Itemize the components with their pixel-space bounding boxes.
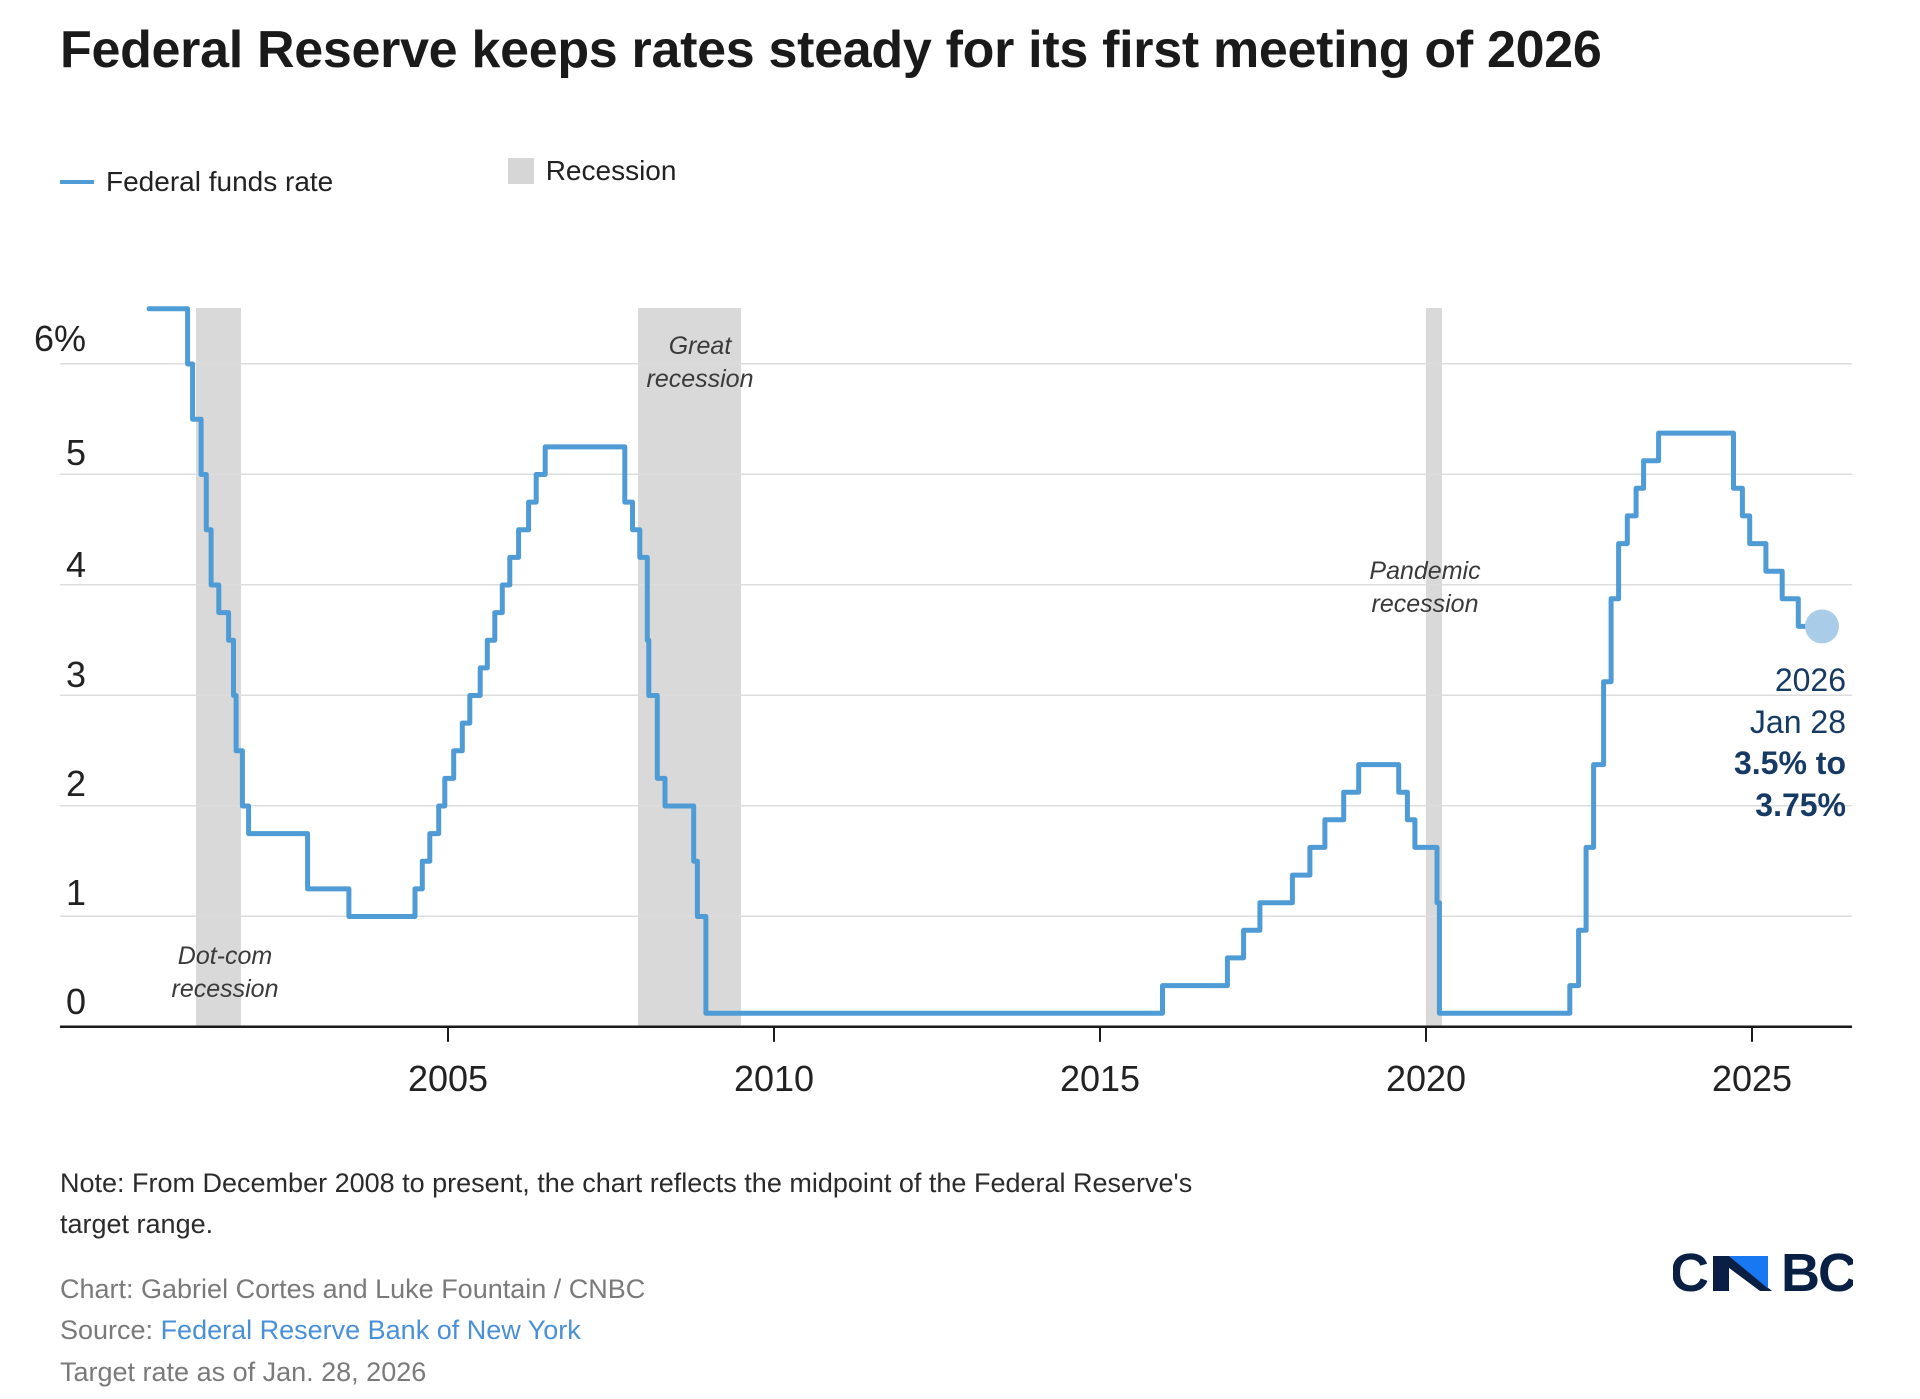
svg-text:C: C [1673,1244,1708,1303]
svg-text:BC: BC [1781,1244,1853,1303]
